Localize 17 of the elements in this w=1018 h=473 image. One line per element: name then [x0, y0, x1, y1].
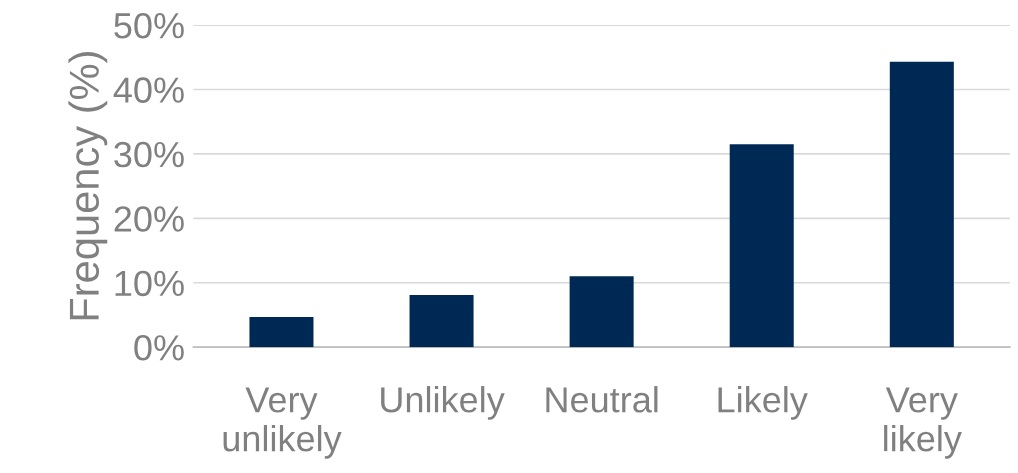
y-tick-label: 40% [113, 77, 184, 103]
y-tick-label: 0% [134, 335, 184, 361]
x-tick-label: Very likely [884, 387, 962, 459]
x-tick-label: Very unlikely [223, 387, 342, 459]
y-tick-label: 50% [114, 12, 184, 39]
bar [729, 144, 794, 348]
x-tick-label: Likely [718, 386, 808, 420]
bar [409, 295, 474, 348]
bar [249, 316, 314, 348]
x-tick-label: Unlikely [381, 386, 505, 420]
y-tick-label: 10% [115, 270, 184, 297]
x-tick-label: Neutral [546, 386, 658, 413]
bar [889, 61, 954, 348]
y-tick-label: 30% [114, 141, 184, 168]
y-axis-title: Frequency (%) [68, 52, 108, 320]
y-tick-label: 20% [114, 206, 184, 232]
bar [569, 276, 634, 348]
